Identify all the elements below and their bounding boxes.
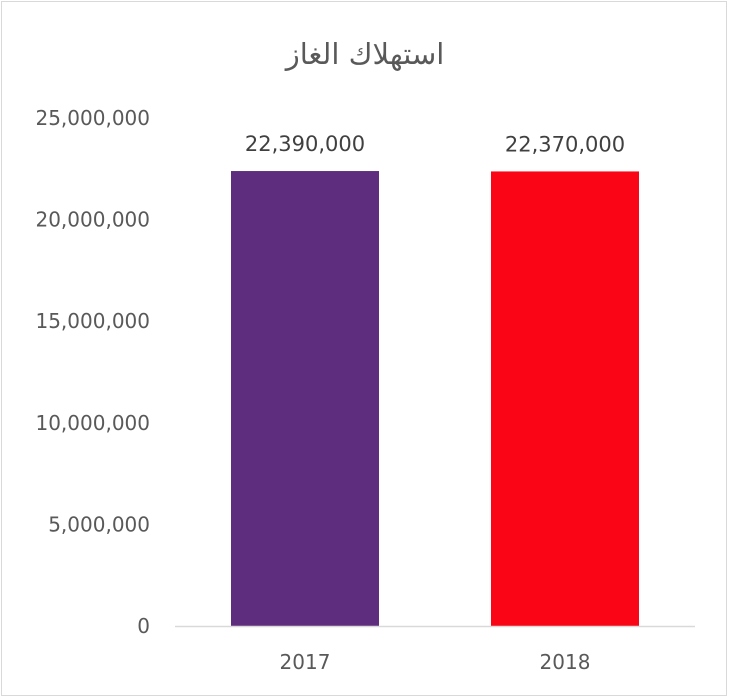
bar-2018	[491, 171, 639, 627]
y-tick-label: 25,000,000	[35, 106, 150, 130]
data-label-2017: 22,390,000	[245, 132, 365, 156]
bars	[231, 171, 639, 627]
x-axis: 2017 2018	[175, 625, 695, 674]
y-axis: 0 5,000,000 10,000,000 15,000,000 20,000,000…	[35, 106, 150, 638]
y-tick-label: 0	[137, 614, 150, 638]
data-labels: 22,390,000 22,370,000	[245, 132, 625, 156]
data-label-2018: 22,370,000	[505, 132, 625, 156]
x-tick-label-2017: 2017	[280, 650, 331, 674]
y-tick-label: 15,000,000	[35, 309, 150, 333]
y-tick-label: 20,000,000	[35, 208, 150, 232]
x-tick-label-2018: 2018	[540, 650, 591, 674]
y-tick-label: 5,000,000	[48, 512, 150, 536]
y-tick-label: 10,000,000	[35, 411, 150, 435]
bar-2017	[231, 171, 379, 626]
chart-title: استهلاك الغاز	[284, 37, 445, 71]
